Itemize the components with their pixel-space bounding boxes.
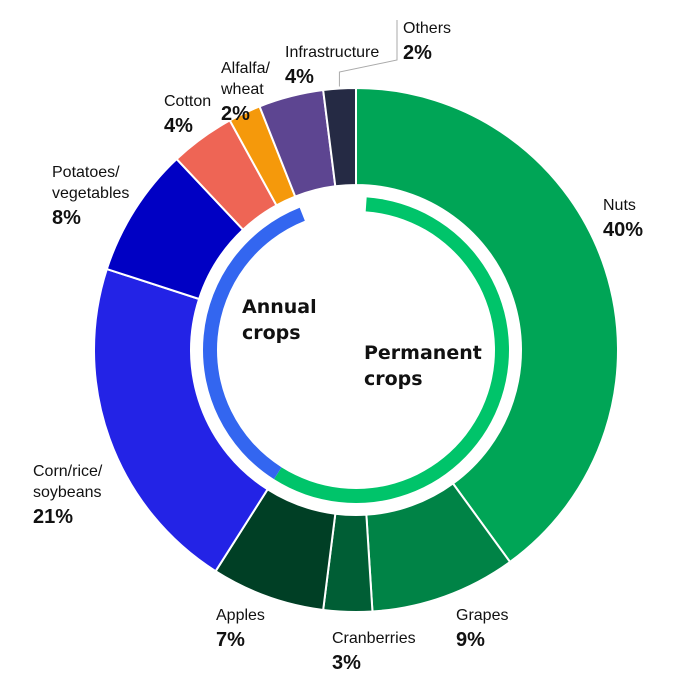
group-labels: Permanent crops Annual crops bbox=[242, 296, 482, 390]
label-infrastructure: Infrastructure 4% bbox=[285, 44, 379, 88]
label-name-nuts: Nuts bbox=[603, 197, 636, 214]
label-name-alfalfa-wheat: Alfalfa/ bbox=[221, 60, 270, 77]
label-nuts: Nuts 40% bbox=[603, 197, 643, 241]
label-name-potatoes-vegetables: Potatoes/ bbox=[52, 164, 120, 181]
group-arc-annual bbox=[203, 207, 305, 480]
label-pct-cotton: 4% bbox=[164, 115, 193, 137]
label-name-cranberries: Cranberries bbox=[332, 630, 416, 647]
label-pct-grapes: 9% bbox=[456, 629, 485, 651]
leader-line-others bbox=[338, 20, 398, 87]
label-name-grapes: Grapes bbox=[456, 607, 508, 624]
slice-nuts bbox=[355, 86, 619, 564]
label-apples: Apples 7% bbox=[216, 607, 265, 651]
group-label-annual: Annual crops bbox=[242, 296, 317, 344]
label-pct-corn-rice-soybeans: 21% bbox=[33, 506, 73, 528]
label-name-corn-rice-soybeans: soybeans bbox=[33, 484, 102, 501]
group-label-permanent: Permanent crops bbox=[364, 342, 482, 390]
label-name-corn-rice-soybeans: Corn/rice/ bbox=[33, 463, 103, 480]
slice-labels: Nuts 40% Grapes 9% Cranberries 3% Apples 7% Corn… bbox=[33, 20, 643, 674]
label-pct-cranberries: 3% bbox=[332, 652, 361, 674]
leader-lines bbox=[338, 20, 398, 87]
label-pct-others: 2% bbox=[403, 42, 432, 64]
label-pct-nuts: 40% bbox=[603, 219, 643, 241]
label-pct-potatoes-vegetables: 8% bbox=[52, 207, 81, 229]
label-name-others: Others bbox=[403, 20, 451, 37]
label-cotton: Cotton 4% bbox=[164, 93, 211, 137]
label-pct-alfalfa-wheat: 2% bbox=[221, 103, 250, 125]
group-label-line: Annual bbox=[242, 296, 317, 318]
slice-corn-rice-soybeans bbox=[93, 267, 269, 573]
label-name-cotton: Cotton bbox=[164, 93, 211, 110]
label-name-apples: Apples bbox=[216, 607, 265, 624]
label-cranberries: Cranberries 3% bbox=[332, 630, 416, 674]
label-pct-infrastructure: 4% bbox=[285, 66, 314, 88]
label-alfalfa-wheat: Alfalfa/wheat 2% bbox=[220, 60, 270, 125]
inner-ring bbox=[203, 197, 510, 504]
label-corn-rice-soybeans: Corn/rice/soybeans 21% bbox=[33, 463, 103, 528]
label-name-potatoes-vegetables: vegetables bbox=[52, 185, 129, 202]
group-label-line: crops bbox=[364, 368, 423, 390]
outer-ring bbox=[93, 86, 619, 613]
label-name-alfalfa-wheat: wheat bbox=[220, 81, 264, 98]
label-grapes: Grapes 9% bbox=[456, 607, 508, 651]
slice-others bbox=[322, 86, 357, 188]
label-name-infrastructure: Infrastructure bbox=[285, 44, 379, 61]
label-pct-apples: 7% bbox=[216, 629, 245, 651]
label-potatoes-vegetables: Potatoes/vegetables 8% bbox=[52, 164, 129, 229]
label-others: Others 2% bbox=[403, 20, 451, 64]
group-label-line: crops bbox=[242, 322, 301, 344]
group-label-line: Permanent bbox=[364, 342, 482, 364]
